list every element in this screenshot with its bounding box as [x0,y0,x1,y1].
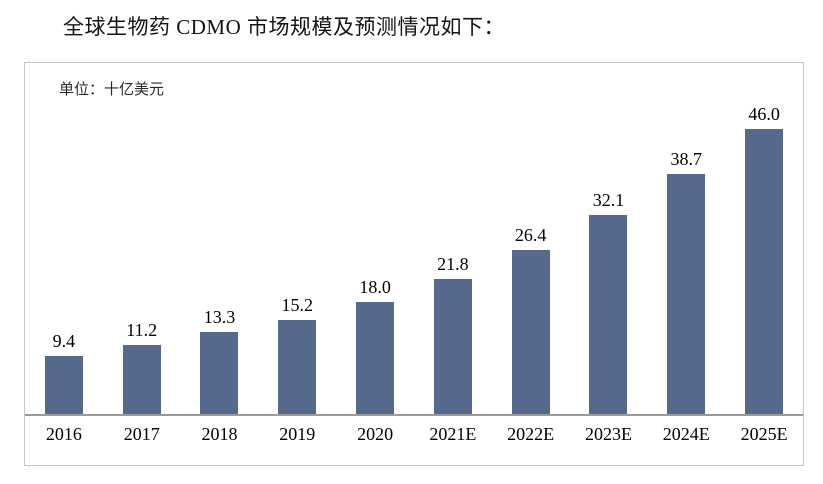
bar-value-label: 38.7 [670,149,703,169]
page-title: 全球生物药 CDMO 市场规模及预测情况如下： [63,15,506,39]
bar-value-label: 15.2 [281,295,314,315]
x-axis-label: 2018 [201,424,238,444]
bar-value-label: 18.0 [359,277,391,297]
x-axis-line [25,414,803,416]
bar-plot-area: 9.4 11.2 13.3 15.2 18.0 21.8 26.4 32.1 38.7 46.0 [25,63,803,414]
bar [122,345,161,414]
bar-value-label: 9.4 [52,331,76,351]
x-axis-label: 2025E [740,424,788,444]
bar [200,332,239,414]
bar-column: 11.2 [103,63,181,414]
x-axis-label: 2019 [279,424,316,444]
bar-column: 46.0 [725,63,803,414]
x-axis-labels: 2016 2017 2018 2019 2020 2021E 2022E 2023E 2024E… [25,424,803,445]
bar-value-label: 21.8 [437,254,469,274]
bar-value-label: 13.3 [203,307,236,327]
bar-value-label: 46.0 [748,104,780,124]
bar [433,279,472,414]
bar [745,129,784,414]
x-axis-label: 2024E [662,424,710,444]
bar-value-label: 11.2 [126,320,158,340]
bar [278,320,317,414]
bar-column: 21.8 [414,63,492,414]
bar-column: 9.4 [25,63,103,414]
x-axis-label: 2022E [507,424,555,444]
bar-column: 26.4 [492,63,570,414]
bar [44,356,83,414]
bar-value-label: 26.4 [514,225,547,245]
x-axis-label: 2020 [357,424,394,444]
chart-unit-label: 单位：十亿美元 [59,82,165,98]
bar-column: 38.7 [647,63,725,414]
bar-column: 13.3 [181,63,259,414]
bar [589,215,628,414]
x-axis-label: 2023E [584,424,632,444]
bar [667,174,706,414]
x-axis-label: 2021E [429,424,477,444]
x-axis-label: 2016 [45,424,82,444]
bar-value-label: 32.1 [592,190,625,210]
bar-column: 18.0 [336,63,414,414]
chart-panel: 单位：十亿美元 9.4 11.2 13.3 15.2 18.0 21.8 26.4 32.1 3… [24,62,804,466]
x-axis-label: 2017 [123,424,160,444]
bar-column: 15.2 [258,63,336,414]
bar [356,302,395,414]
bar [511,250,550,414]
bar-column: 32.1 [570,63,648,414]
